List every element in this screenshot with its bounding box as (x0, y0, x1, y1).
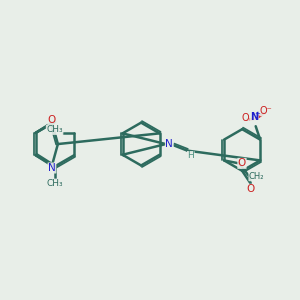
Text: N: N (165, 139, 173, 149)
Text: N: N (48, 163, 56, 173)
Text: N: N (250, 112, 258, 122)
Text: +: + (254, 111, 260, 117)
Text: O: O (242, 113, 249, 123)
Text: O: O (238, 158, 246, 168)
Text: CH₃: CH₃ (46, 179, 63, 188)
Text: O: O (48, 115, 56, 125)
Text: CH₂: CH₂ (249, 172, 264, 181)
Text: CH₃: CH₃ (46, 125, 63, 134)
Text: H: H (187, 152, 194, 160)
Text: O⁻: O⁻ (260, 106, 272, 116)
Text: O: O (246, 184, 255, 194)
